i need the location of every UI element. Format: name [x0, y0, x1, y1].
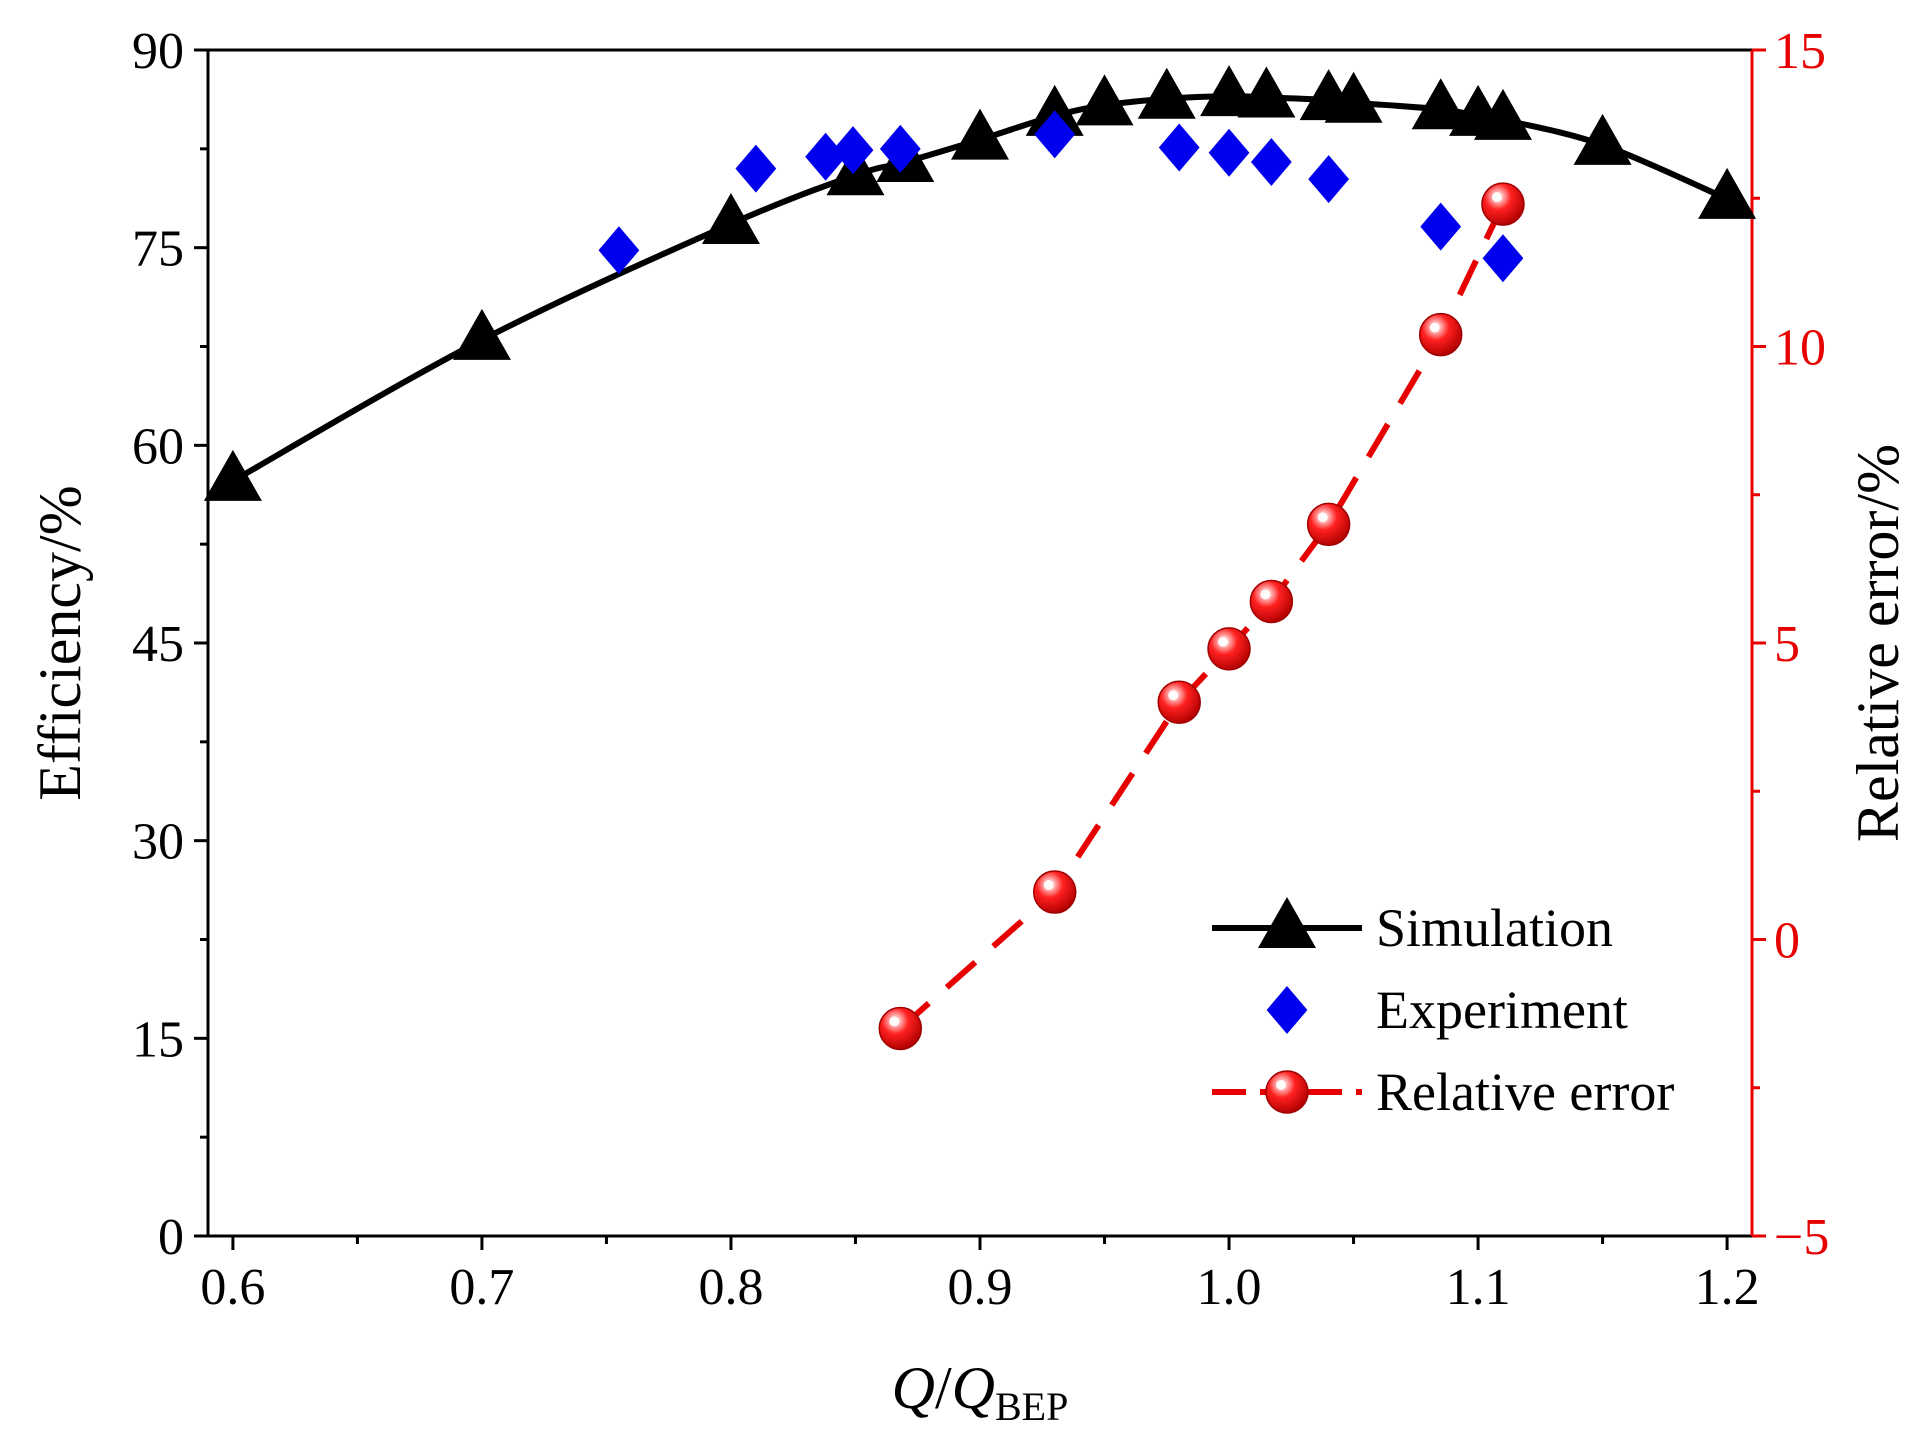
experiment-point: [735, 144, 777, 193]
relative-error-point-highlight: [1317, 512, 1328, 523]
x-axis-title-q: Q: [892, 1355, 935, 1421]
x-tick-label: 1.0: [1197, 1259, 1262, 1316]
y2-tick-label: 10: [1774, 320, 1826, 377]
experiment-series: [598, 110, 1524, 283]
experiment-point: [1158, 123, 1200, 172]
simulation-point: [1473, 88, 1532, 140]
y-tick-label: 45: [132, 616, 184, 673]
experiment-point: [1034, 110, 1076, 159]
x-axis-title: Q/QBEP: [892, 1355, 1069, 1429]
y-tick-label: 0: [158, 1209, 184, 1266]
simulation-point: [452, 308, 511, 360]
legend-experiment-marker: [1266, 986, 1308, 1034]
x-axis-title-sub: BEP: [995, 1384, 1068, 1429]
x-tick-label: 0.6: [200, 1259, 265, 1316]
relative-error-point-highlight: [1168, 690, 1179, 701]
y-tick-label: 30: [132, 814, 184, 871]
x-tick-label: 1.1: [1446, 1259, 1511, 1316]
simulation-point: [1411, 78, 1470, 130]
relative-error-point: [1032, 870, 1077, 914]
legend-experiment-label: Experiment: [1376, 980, 1628, 1040]
relative-error-point: [1418, 312, 1463, 357]
simulation-point: [1698, 167, 1757, 219]
relative-error-point: [878, 1006, 923, 1051]
experiment-point: [598, 226, 640, 275]
relative-error-point-highlight: [1043, 880, 1054, 891]
simulation-point: [1200, 65, 1259, 117]
experiment-point: [1308, 155, 1350, 204]
relative-error-point-highlight: [1260, 589, 1271, 600]
relative-error-point: [1207, 627, 1251, 671]
simulation-point: [1573, 113, 1632, 165]
simulation-point: [701, 192, 760, 244]
y-tick-label: 90: [132, 23, 184, 80]
legend-relative-error-marker: [1265, 1070, 1309, 1114]
y2-tick-label: 15: [1774, 23, 1826, 80]
experiment-point: [1208, 128, 1250, 177]
relative-error-point-highlight: [1218, 636, 1229, 647]
experiment-point: [1482, 234, 1524, 283]
simulation-point: [1237, 66, 1296, 118]
y2-tick-label: 5: [1774, 616, 1800, 673]
y-tick-label: 60: [132, 418, 184, 475]
legend-relative-error-label: Relative error: [1376, 1062, 1674, 1122]
y2-tick-label: −5: [1774, 1209, 1829, 1266]
y2-tick-label: 0: [1774, 913, 1800, 970]
simulation-point: [203, 449, 262, 501]
relative-error-point-highlight: [1491, 192, 1502, 203]
experiment-point: [805, 132, 846, 181]
legend-simulation-marker: [1258, 897, 1316, 948]
relative-error-point: [1157, 680, 1201, 725]
y-tick-label: 75: [132, 221, 184, 278]
relative-error-series: [878, 182, 1525, 1051]
experiment-point: [1420, 202, 1462, 251]
y-axis-title: Efficiency/%: [27, 485, 93, 800]
y-tick-label: 15: [132, 1011, 184, 1068]
legend-relative-error-highlight: [1276, 1080, 1286, 1090]
axes-layer: 0.6 0.7 0.8 0.9 1.0 1.1 1.2 0 15 30 45 60 75 90 −5 0 5 10…: [132, 23, 1829, 1316]
x-tick-label: 0.8: [698, 1259, 763, 1316]
relative-error-point: [1249, 579, 1294, 624]
x-tick-label: 1.2: [1695, 1259, 1760, 1316]
relative-error-point: [1481, 182, 1525, 226]
x-tick-label: 0.7: [449, 1259, 514, 1316]
relative-error-point: [1306, 502, 1351, 547]
legend-simulation-label: Simulation: [1376, 898, 1613, 958]
x-axis-title-sep: /: [935, 1355, 952, 1421]
relative-error-point-highlight: [889, 1016, 900, 1027]
experiment-point: [879, 124, 921, 173]
simulation-point: [1324, 71, 1383, 123]
experiment-point: [832, 126, 874, 175]
simulation-series: [203, 65, 1757, 501]
simulation-point: [1075, 74, 1134, 126]
simulation-point: [951, 108, 1009, 160]
relative-error-point-highlight: [1429, 322, 1440, 333]
experiment-point: [1250, 138, 1292, 187]
x-tick-label: 0.9: [948, 1259, 1013, 1316]
legend: Simulation Experiment Relative error: [1212, 897, 1674, 1122]
x-axis-title-q2: Q: [952, 1355, 995, 1421]
simulation-point: [1137, 67, 1196, 119]
y2-axis-title: Relative error/%: [1845, 444, 1911, 842]
